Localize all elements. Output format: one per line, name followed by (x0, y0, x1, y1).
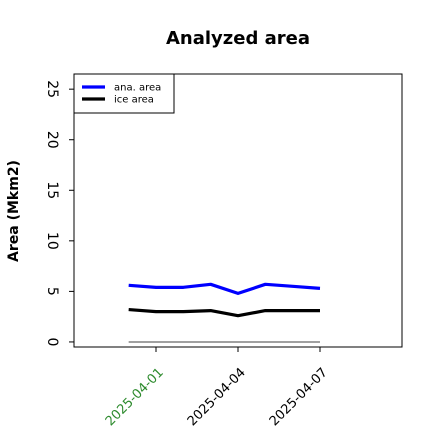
y-tick-label: 10 (44, 232, 60, 250)
y-tick-label: 5 (44, 287, 60, 296)
y-tick-label: 15 (44, 181, 60, 199)
series-line-1 (128, 307, 320, 318)
series-lines (128, 282, 321, 343)
x-tick-label: 2025-04-01 (103, 365, 167, 429)
legend-label: ice area (114, 95, 154, 106)
chart-title: Analyzed area (166, 28, 310, 49)
series-line-0 (128, 282, 321, 296)
y-tick-label: 0 (44, 337, 60, 346)
plot-frame (73, 73, 403, 348)
y-axis: 0 5 10 15 20 25 (44, 80, 74, 346)
x-axis: 2025-04-01 2025-04-04 2025-04-07 (103, 347, 331, 429)
legend-label: ana. area (114, 83, 161, 94)
x-tick-label: 2025-04-07 (267, 365, 331, 429)
legend-box (73, 73, 175, 114)
x-tick-label: 2025-04-04 (185, 365, 249, 429)
y-tick-label: 20 (44, 131, 60, 149)
y-axis-label: Area (Mkm2) (6, 160, 22, 262)
y-tick-label: 25 (44, 80, 60, 98)
